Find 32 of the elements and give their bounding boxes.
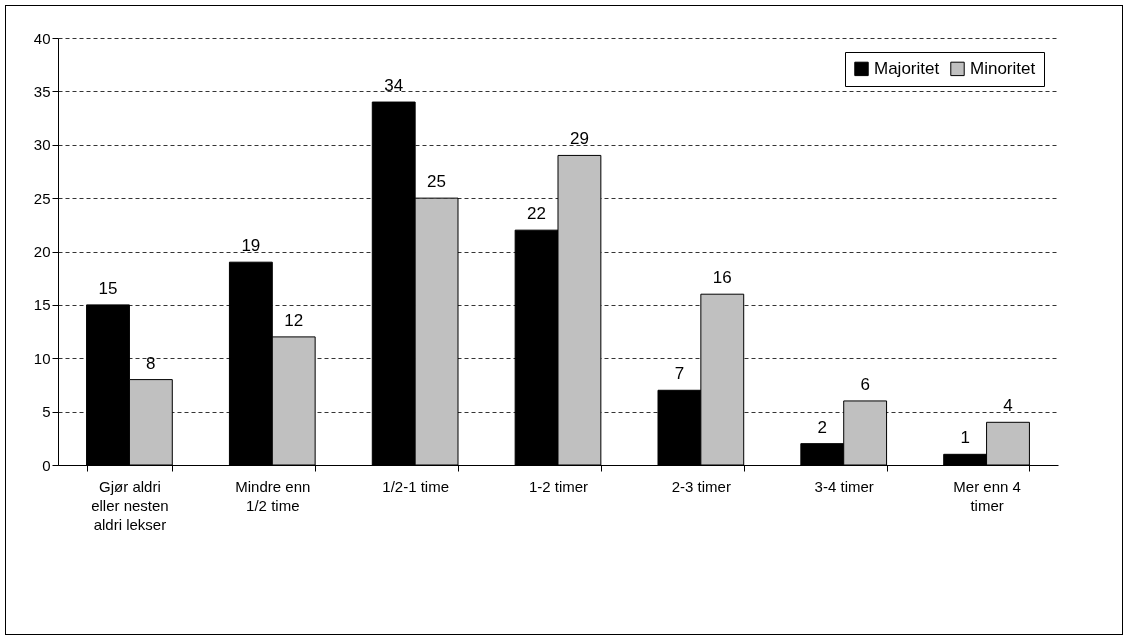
y-tick-label: 30 — [33, 136, 51, 154]
x-tick-label: 2-3 timer — [671, 477, 731, 495]
data-label: 25 — [427, 172, 447, 192]
legend-label: Majoritet — [874, 58, 940, 78]
y-tick-label: 10 — [33, 349, 51, 367]
y-tick-label: 25 — [33, 189, 51, 207]
y-tick-label: 20 — [33, 243, 51, 260]
data-label: 29 — [569, 129, 589, 149]
data-label: 22 — [527, 204, 547, 224]
data-label: 15 — [98, 278, 118, 298]
x-tick-label: 3-4 timer — [814, 477, 874, 495]
x-tick-label: Mer enn 4 timer — [953, 477, 1021, 514]
data-label: 16 — [712, 268, 732, 288]
data-label: 4 — [1003, 396, 1013, 416]
y-tick-label: 0 — [42, 456, 51, 474]
y-tick-label: 15 — [33, 296, 51, 314]
x-tick-label: 1-2 timer — [528, 477, 589, 495]
x-tick-label: 1/2-1 time — [382, 477, 449, 495]
y-tick-label: 5 — [42, 403, 51, 421]
data-label: 6 — [860, 374, 870, 394]
data-label: 7 — [674, 364, 685, 384]
data-label: 1 — [960, 428, 970, 448]
data-label: 8 — [146, 353, 156, 373]
data-label: 34 — [384, 76, 404, 96]
x-tick-label: Gjør aldri eller nesten aldri lekser — [91, 477, 169, 533]
legend-label: Minoritet — [970, 58, 1036, 78]
data-label: 19 — [241, 236, 261, 256]
y-tick-label: 35 — [33, 82, 51, 100]
data-label: 2 — [817, 417, 828, 437]
y-tick-label: 40 — [33, 29, 51, 47]
data-label: 12 — [284, 310, 304, 330]
x-tick-label: Mindre enn 1/2 time — [235, 477, 311, 514]
